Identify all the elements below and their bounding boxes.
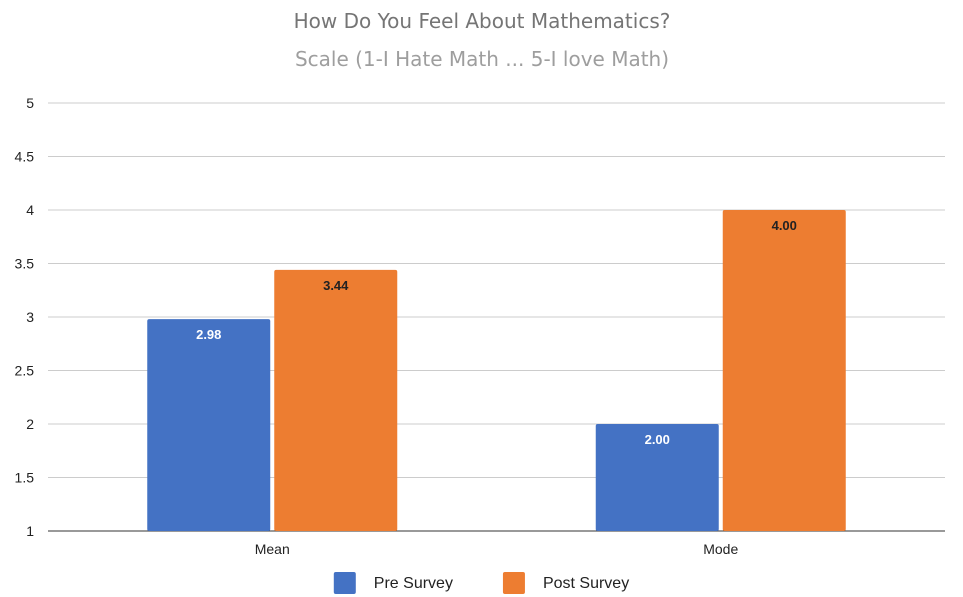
data-label: 4.00 <box>772 218 797 233</box>
chart-subtitle: Scale (1-I Hate Math ... 5-I love Math) <box>295 47 669 71</box>
legend-item-post-survey: Post Survey <box>502 572 629 594</box>
y-tick-label: 2 <box>26 416 34 432</box>
chart-title: How Do You Feel About Mathematics? <box>294 9 671 33</box>
bar-pre-survey-mode <box>595 424 719 531</box>
bar-pre-survey-mean <box>147 319 271 531</box>
y-tick-label: 4 <box>26 202 34 218</box>
data-label: 2.00 <box>645 432 670 447</box>
data-labels: 2.98 3.44 2.00 4.00 <box>196 218 797 447</box>
y-tick-label: 3 <box>26 309 34 325</box>
legend: Pre Survey Post Survey <box>333 572 629 594</box>
legend-item-pre-survey: Pre Survey <box>333 572 453 594</box>
legend-label: Post Survey <box>543 575 629 592</box>
data-label: 2.98 <box>196 327 221 342</box>
y-tick-label: 5 <box>26 95 34 111</box>
bars <box>147 210 846 531</box>
y-axis-ticks: 1 1.5 2 2.5 3 3.5 4 4.5 5 <box>15 95 35 539</box>
data-label: 3.44 <box>323 278 349 293</box>
legend-label: Pre Survey <box>374 575 453 592</box>
category-label: Mode <box>703 541 738 557</box>
legend-swatch <box>502 572 525 594</box>
y-tick-label: 1 <box>26 523 34 539</box>
x-axis-categories: Mean Mode <box>255 541 739 557</box>
y-tick-label: 2.5 <box>15 363 35 379</box>
legend-swatch <box>333 572 356 594</box>
y-tick-label: 3.5 <box>15 256 35 272</box>
y-tick-label: 4.5 <box>15 149 35 165</box>
y-tick-label: 1.5 <box>15 470 35 486</box>
category-label: Mean <box>255 541 290 557</box>
bar-post-survey-mode <box>722 210 846 531</box>
bar-post-survey-mean <box>274 269 398 531</box>
